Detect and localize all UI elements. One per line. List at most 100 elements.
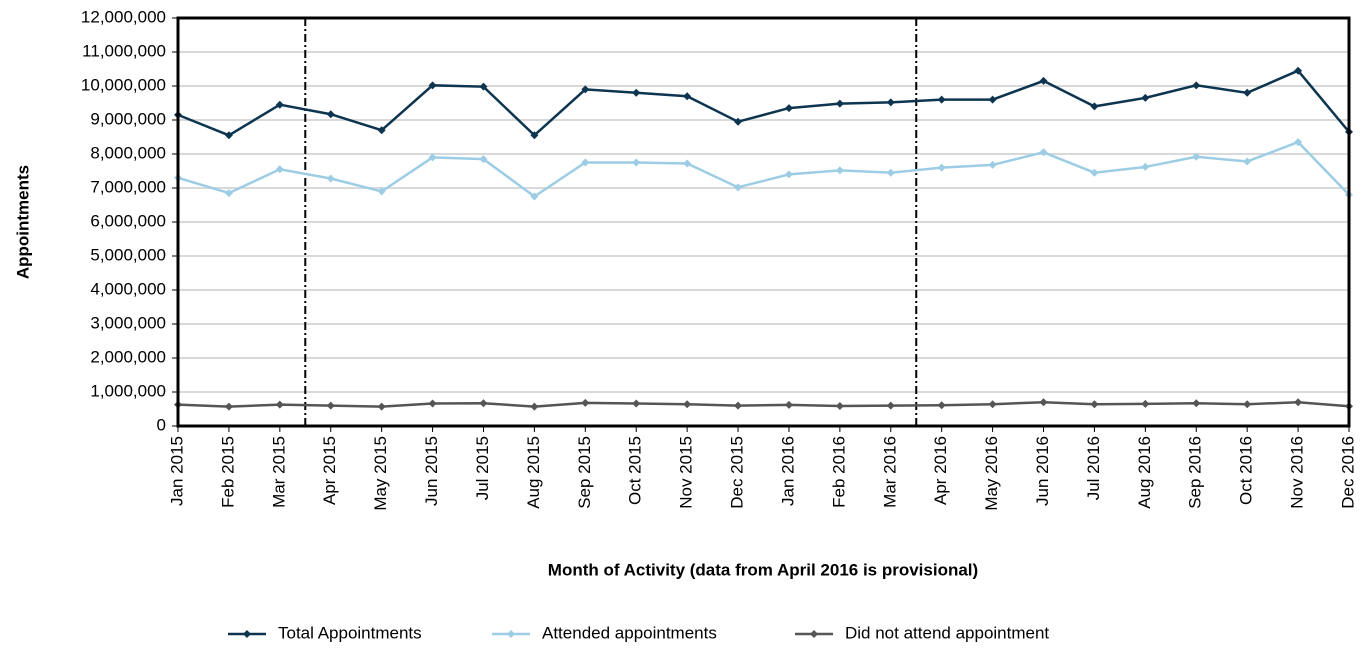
point: [734, 183, 743, 192]
y-tick-label: 12,000,000: [81, 7, 166, 26]
point: [1039, 148, 1048, 157]
point: [1243, 400, 1252, 409]
point: [988, 160, 997, 169]
point: [224, 189, 233, 198]
point: [632, 88, 641, 97]
y-tick-label: 8,000,000: [90, 143, 166, 162]
legend-marker: [810, 630, 818, 638]
point: [632, 158, 641, 167]
x-tick-label: May 2016: [982, 436, 1001, 511]
point: [1243, 88, 1252, 97]
point: [784, 104, 793, 113]
point: [1192, 399, 1201, 408]
legend-marker: [507, 630, 515, 638]
point: [886, 98, 895, 107]
point: [1192, 81, 1201, 90]
y-tick-label: 0: [157, 415, 166, 434]
y-axis-title: Appointments: [13, 165, 32, 279]
x-tick-label: Jun 2016: [1033, 436, 1052, 506]
point: [275, 100, 284, 109]
series-line: [177, 400, 1350, 408]
point: [1090, 400, 1099, 409]
point: [581, 85, 590, 94]
point: [988, 95, 997, 104]
x-tick-label: Oct 2015: [626, 436, 645, 505]
point: [1090, 102, 1099, 111]
y-tick-label: 11,000,000: [82, 41, 166, 60]
point: [530, 192, 539, 201]
point: [224, 131, 233, 140]
y-tick-label: 3,000,000: [90, 313, 166, 332]
point: [734, 401, 743, 410]
x-tick-label: Dec 2015: [728, 436, 747, 509]
point: [1039, 76, 1048, 85]
point: [377, 402, 386, 411]
x-tick-label: Jan 2015: [167, 436, 186, 506]
point: [835, 401, 844, 410]
point: [784, 170, 793, 179]
point: [428, 153, 437, 162]
point: [784, 400, 793, 409]
point: [479, 399, 488, 408]
x-tick-label: Mar 2015: [269, 436, 288, 508]
point: [937, 401, 946, 410]
point: [1294, 66, 1303, 75]
point: [632, 399, 641, 408]
x-tick-label: Jan 2016: [778, 436, 797, 506]
y-tick-label: 2,000,000: [90, 347, 166, 366]
point: [683, 159, 692, 168]
point: [377, 187, 386, 196]
plot-frame: [176, 16, 1351, 428]
series-line: [177, 69, 1350, 138]
x-axis-title: Month of Activity (data from April 2016 …: [548, 560, 978, 579]
x-tick-label: Apr 2016: [931, 436, 950, 505]
point: [224, 402, 233, 411]
point: [988, 400, 997, 409]
point: [1090, 168, 1099, 177]
point: [937, 95, 946, 104]
x-tick-label: May 2015: [371, 436, 390, 511]
point: [683, 400, 692, 409]
legend-label: Did not attend appointment: [845, 623, 1049, 642]
point: [275, 400, 284, 409]
series-line: [177, 140, 1350, 199]
point: [530, 402, 539, 411]
x-tick-label: Aug 2015: [524, 436, 543, 509]
point: [326, 401, 335, 410]
point: [275, 165, 284, 174]
point: [1294, 138, 1303, 147]
point: [835, 166, 844, 175]
x-tick-label: Jun 2015: [422, 436, 441, 506]
x-tick-label: Aug 2016: [1135, 436, 1154, 509]
point: [683, 92, 692, 101]
point: [326, 174, 335, 183]
point: [1141, 93, 1150, 102]
point: [835, 99, 844, 108]
point: [1294, 398, 1303, 407]
point: [1141, 399, 1150, 408]
point: [581, 158, 590, 167]
y-tick-label: 6,000,000: [90, 211, 166, 230]
x-tick-label: Sep 2016: [1186, 436, 1205, 509]
point: [326, 110, 335, 119]
point: [886, 168, 895, 177]
y-tick-label: 5,000,000: [90, 245, 166, 264]
point: [479, 155, 488, 164]
point: [479, 82, 488, 91]
point: [530, 131, 539, 140]
x-tick-label: Dec 2016: [1338, 436, 1357, 509]
x-tick-label: Jul 2016: [1084, 436, 1103, 500]
x-tick-label: Jul 2015: [473, 436, 492, 500]
y-tick-label: 9,000,000: [90, 109, 166, 128]
point: [886, 401, 895, 410]
x-tick-label: Oct 2016: [1237, 436, 1256, 505]
y-tick-label: 10,000,000: [81, 75, 166, 94]
legend-label: Attended appointments: [542, 623, 717, 642]
point: [428, 399, 437, 408]
point: [1039, 398, 1048, 407]
legend-label: Total Appointments: [278, 623, 422, 642]
x-tick-label: Apr 2015: [320, 436, 339, 505]
point: [1243, 157, 1252, 166]
